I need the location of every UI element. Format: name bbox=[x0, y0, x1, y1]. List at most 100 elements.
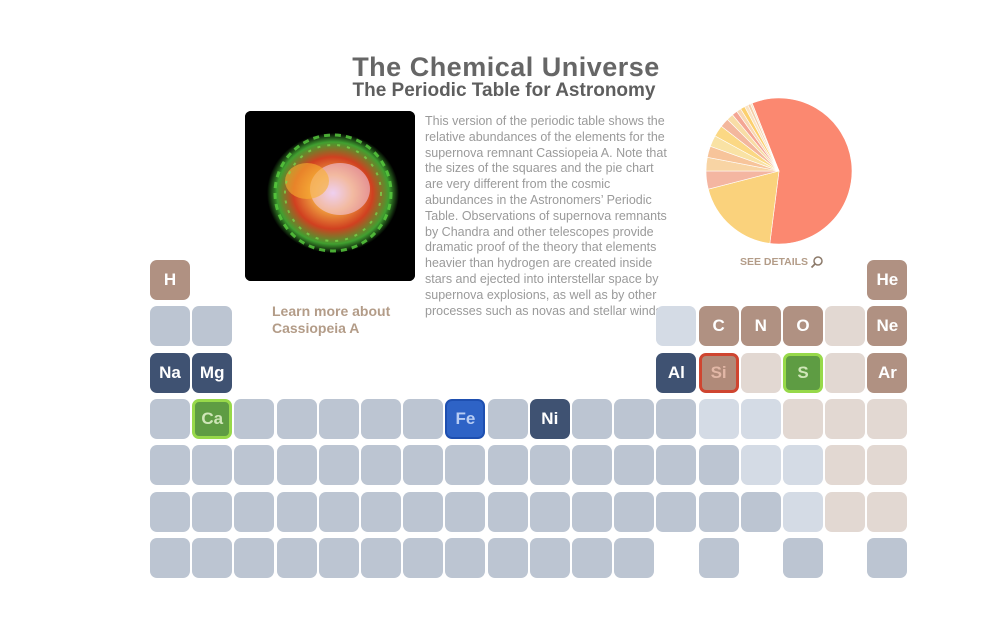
element-helium[interactable]: He bbox=[867, 260, 908, 300]
element-rubidium[interactable] bbox=[150, 445, 190, 486]
element-symbol: Mg bbox=[199, 362, 225, 382]
element-platinum[interactable] bbox=[529, 491, 570, 532]
element-californium[interactable] bbox=[614, 537, 655, 578]
element-iron[interactable]: Fe bbox=[445, 398, 486, 439]
magnifier-icon bbox=[810, 256, 823, 269]
element-barium[interactable] bbox=[192, 491, 233, 532]
element-nickel[interactable]: Ni bbox=[529, 398, 570, 439]
element-scandium[interactable] bbox=[234, 398, 275, 439]
element-rhenium[interactable] bbox=[403, 491, 444, 532]
element-molybdenum[interactable] bbox=[361, 445, 401, 486]
element-tungsten[interactable] bbox=[361, 491, 401, 532]
element-calcium[interactable]: Ca bbox=[192, 398, 233, 439]
element-zirconium[interactable] bbox=[276, 445, 317, 486]
element-thorium[interactable] bbox=[276, 537, 317, 578]
element-protactinium[interactable] bbox=[318, 537, 359, 578]
element-osmium[interactable] bbox=[445, 491, 486, 532]
element-plutonium[interactable] bbox=[445, 537, 486, 578]
element-neptunium[interactable] bbox=[403, 537, 444, 578]
element-xenon[interactable] bbox=[867, 445, 908, 486]
element-niobium[interactable] bbox=[318, 445, 359, 486]
element-lithium[interactable] bbox=[150, 306, 190, 347]
element-indium[interactable] bbox=[656, 445, 697, 486]
element-uranium[interactable] bbox=[361, 537, 401, 578]
element-yttrium[interactable] bbox=[234, 445, 275, 486]
element-silver[interactable] bbox=[572, 445, 612, 486]
element-actinium[interactable] bbox=[234, 537, 275, 578]
element-fermium[interactable] bbox=[783, 537, 823, 578]
element-iridium[interactable] bbox=[487, 491, 528, 532]
page-title: The Chemical Universe bbox=[352, 52, 660, 82]
element-symbol: Ca bbox=[201, 408, 224, 428]
element-cadmium[interactable] bbox=[614, 445, 655, 486]
element-sodium[interactable]: Na bbox=[150, 352, 190, 393]
element-francium[interactable] bbox=[150, 537, 190, 578]
element-caesium[interactable] bbox=[150, 491, 190, 532]
element-potassium[interactable] bbox=[150, 398, 190, 439]
element-gallium[interactable] bbox=[656, 398, 697, 439]
element-mercury[interactable] bbox=[614, 491, 655, 532]
element-carbon[interactable]: C bbox=[698, 306, 739, 347]
element-radon[interactable] bbox=[867, 491, 908, 532]
pie-slice bbox=[751, 97, 853, 245]
element-silicon[interactable]: Si bbox=[698, 352, 739, 393]
element-argon[interactable]: Ar bbox=[867, 352, 908, 393]
element-arsenic[interactable] bbox=[740, 398, 781, 439]
element-nitrogen[interactable]: N bbox=[740, 306, 781, 347]
element-rhodium[interactable] bbox=[487, 445, 528, 486]
element-chromium[interactable] bbox=[361, 398, 401, 439]
element-zinc[interactable] bbox=[614, 398, 655, 439]
element-germanium[interactable] bbox=[698, 398, 739, 439]
element-neon[interactable]: Ne bbox=[867, 306, 908, 347]
element-phosphorus[interactable] bbox=[740, 352, 781, 393]
element-titanium[interactable] bbox=[276, 398, 317, 439]
element-strontium[interactable] bbox=[192, 445, 233, 486]
element-technetium[interactable] bbox=[403, 445, 444, 486]
element-oxygen[interactable]: O bbox=[783, 306, 823, 347]
element-manganese[interactable] bbox=[403, 398, 444, 439]
element-einsteinium[interactable] bbox=[698, 537, 739, 578]
element-hafnium[interactable] bbox=[276, 491, 317, 532]
element-symbol: Fe bbox=[455, 408, 476, 428]
element-antimony[interactable] bbox=[740, 445, 781, 486]
element-lanthanum[interactable] bbox=[234, 491, 275, 532]
element-tantalum[interactable] bbox=[318, 491, 359, 532]
element-hydrogen[interactable]: H bbox=[150, 260, 190, 300]
description-text: This version of the periodic table shows… bbox=[425, 114, 667, 318]
element-thallium[interactable] bbox=[656, 491, 697, 532]
element-polonium[interactable] bbox=[783, 491, 823, 532]
element-lead[interactable] bbox=[698, 491, 739, 532]
learn-more-link[interactable]: Learn more about Cassiopeia A bbox=[272, 303, 390, 337]
element-tin[interactable] bbox=[698, 445, 739, 486]
element-vanadium[interactable] bbox=[318, 398, 359, 439]
element-tellurium[interactable] bbox=[783, 445, 823, 486]
element-krypton[interactable] bbox=[867, 398, 908, 439]
element-chlorine[interactable] bbox=[825, 352, 866, 393]
element-bismuth[interactable] bbox=[740, 491, 781, 532]
element-magnesium[interactable]: Mg bbox=[192, 352, 233, 393]
element-curium[interactable] bbox=[529, 537, 570, 578]
element-iodine[interactable] bbox=[825, 445, 866, 486]
element-radium[interactable] bbox=[192, 537, 233, 578]
element-cobalt[interactable] bbox=[487, 398, 528, 439]
element-aluminium[interactable]: Al bbox=[656, 352, 697, 393]
element-boron[interactable] bbox=[656, 306, 697, 347]
element-berkelium[interactable] bbox=[572, 537, 612, 578]
element-copper[interactable] bbox=[572, 398, 612, 439]
element-sulfur[interactable]: S bbox=[783, 352, 823, 393]
element-gold[interactable] bbox=[572, 491, 612, 532]
abundance-pie-chart[interactable] bbox=[704, 96, 854, 246]
element-selenium[interactable] bbox=[783, 398, 823, 439]
element-beryllium[interactable] bbox=[192, 306, 233, 347]
element-symbol: Si bbox=[710, 362, 727, 382]
see-details-link[interactable]: SEE DETAILS bbox=[740, 255, 824, 269]
element-palladium[interactable] bbox=[529, 445, 570, 486]
element-ruthenium[interactable] bbox=[445, 445, 486, 486]
element-americium[interactable] bbox=[487, 537, 528, 578]
see-details-label: SEE DETAILS bbox=[740, 256, 809, 268]
element-mendelevium[interactable] bbox=[867, 537, 908, 578]
element-astatine[interactable] bbox=[825, 491, 866, 532]
cassiopeia-a-image[interactable] bbox=[245, 111, 415, 281]
element-fluorine[interactable] bbox=[825, 306, 866, 347]
element-bromine[interactable] bbox=[825, 398, 866, 439]
